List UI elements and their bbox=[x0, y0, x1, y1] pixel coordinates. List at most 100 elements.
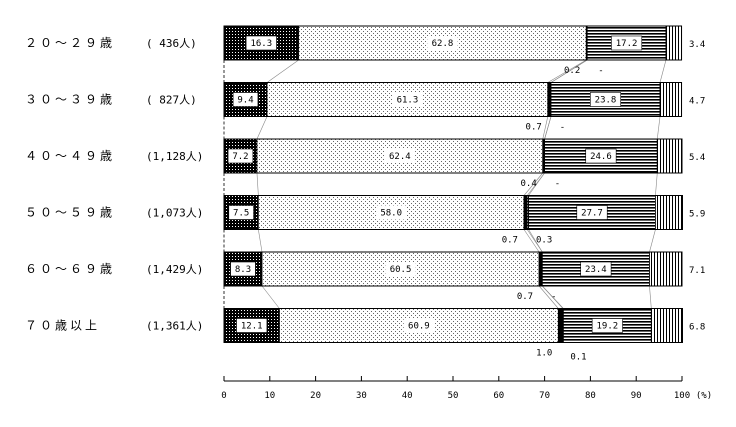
category-label: ４０～４９歳 bbox=[25, 149, 115, 163]
bar-segment bbox=[655, 195, 683, 230]
value-label: 8.3 bbox=[235, 265, 251, 275]
value-label-box bbox=[384, 149, 416, 163]
value-label-box bbox=[375, 205, 407, 220]
value-label: 27.7 bbox=[581, 209, 603, 219]
connector-line bbox=[256, 172, 259, 196]
value-label: 0.3 bbox=[536, 236, 552, 246]
x-tick-label: 20 bbox=[310, 391, 321, 401]
value-label: 0.7 bbox=[502, 236, 518, 246]
connector-line bbox=[649, 285, 652, 309]
bar-frame bbox=[223, 251, 683, 287]
value-label: 23.4 bbox=[585, 265, 607, 275]
connector-line bbox=[266, 59, 299, 83]
value-label-box bbox=[585, 148, 617, 164]
x-tick-label: 70 bbox=[539, 391, 550, 401]
value-label-box bbox=[227, 148, 254, 164]
value-label: - bbox=[560, 123, 565, 133]
connector-line bbox=[523, 172, 543, 196]
category-label: ７０歳以上 bbox=[25, 319, 100, 333]
value-label-box bbox=[232, 92, 259, 107]
connector-line bbox=[538, 285, 559, 309]
count-label: ( 827人) bbox=[146, 94, 197, 107]
value-label: - bbox=[551, 292, 556, 302]
connector-line bbox=[655, 172, 658, 196]
connector-line bbox=[523, 229, 540, 253]
x-tick-label: 30 bbox=[356, 391, 367, 401]
bar-segment bbox=[656, 138, 683, 174]
value-label: 61.3 bbox=[397, 96, 419, 106]
connector-line bbox=[649, 229, 656, 253]
value-label: 58.0 bbox=[380, 209, 402, 219]
value-label-box bbox=[385, 262, 416, 276]
labels: ２０～２９歳 ( 436人) 16.3 62.8 17.2 3.4 0.2 - ３０～３９歳 ( … bbox=[25, 35, 705, 363]
value-label-box bbox=[245, 35, 277, 51]
value-label: 7.1 bbox=[689, 266, 705, 276]
bar-segment bbox=[659, 82, 682, 117]
value-label: 60.5 bbox=[390, 265, 412, 275]
value-label-box bbox=[230, 261, 256, 277]
value-label: 62.8 bbox=[432, 39, 454, 49]
value-label: 19.2 bbox=[597, 322, 619, 332]
value-label: - bbox=[598, 66, 603, 76]
value-label: 0.4 bbox=[521, 179, 537, 189]
value-label-box bbox=[611, 35, 643, 51]
count-label: (1,361人) bbox=[146, 320, 203, 333]
connector-line bbox=[542, 285, 564, 309]
value-label-box bbox=[392, 92, 423, 107]
category-label: ６０～６９歳 bbox=[25, 262, 115, 276]
bar-segment bbox=[650, 308, 683, 343]
connector-line bbox=[659, 59, 667, 83]
x-tick-label: 40 bbox=[402, 391, 413, 401]
value-label-box bbox=[403, 318, 435, 333]
value-label: 7.5 bbox=[233, 209, 249, 219]
connector-line bbox=[550, 59, 588, 83]
x-tick-label: 90 bbox=[631, 391, 642, 401]
bar-frame bbox=[223, 308, 683, 343]
connector-line bbox=[542, 116, 549, 140]
value-label: 60.9 bbox=[408, 322, 430, 332]
count-label: ( 436人) bbox=[146, 37, 197, 50]
x-tick-label: 80 bbox=[585, 391, 596, 401]
bar-frame bbox=[223, 195, 683, 230]
value-label: 17.2 bbox=[616, 39, 638, 49]
value-label-box bbox=[236, 318, 268, 333]
value-label-box bbox=[591, 318, 623, 333]
bar-segment bbox=[538, 251, 543, 287]
bar-frame bbox=[223, 82, 683, 117]
category-label: ５０～５９歳 bbox=[25, 206, 115, 220]
value-label-box bbox=[580, 261, 612, 277]
value-label: 4.7 bbox=[689, 97, 705, 107]
value-label: 5.4 bbox=[689, 153, 705, 163]
bar-segment bbox=[649, 251, 683, 287]
value-label: 24.6 bbox=[590, 152, 612, 162]
connector-line bbox=[528, 229, 543, 253]
value-label: 3.4 bbox=[689, 40, 705, 50]
value-label-box bbox=[228, 205, 254, 220]
x-tick-label: 10 bbox=[264, 391, 275, 401]
connector-line bbox=[547, 59, 587, 83]
value-label: 16.3 bbox=[250, 39, 272, 49]
x-tick-label: 0 bbox=[221, 391, 226, 401]
x-unit-label: (%) bbox=[696, 391, 712, 401]
bar-segment bbox=[547, 82, 552, 117]
value-label: 12.1 bbox=[241, 322, 263, 332]
x-tick-label: 50 bbox=[448, 391, 459, 401]
connector-line bbox=[528, 172, 545, 196]
value-label: 1.0 bbox=[536, 349, 552, 359]
value-label: 6.8 bbox=[689, 323, 705, 333]
connector-line bbox=[544, 116, 552, 140]
connector-line bbox=[256, 116, 268, 140]
value-label: 0.7 bbox=[526, 123, 542, 133]
value-label: 9.4 bbox=[237, 96, 253, 106]
connector-lines bbox=[223, 59, 667, 309]
x-tick-label: 60 bbox=[493, 391, 504, 401]
value-label: 5.9 bbox=[689, 210, 705, 220]
bar-segment bbox=[523, 195, 528, 230]
count-label: (1,128人) bbox=[146, 150, 203, 163]
bar-frame bbox=[223, 138, 683, 174]
value-label: 0.2 bbox=[564, 66, 580, 76]
count-label: (1,429人) bbox=[146, 263, 203, 276]
bar-segment bbox=[557, 308, 564, 343]
value-label: 62.4 bbox=[389, 152, 411, 162]
